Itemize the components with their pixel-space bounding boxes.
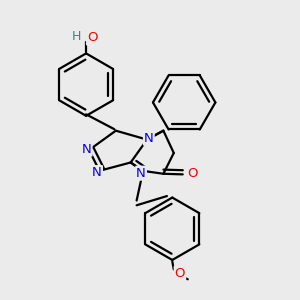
- Text: O: O: [175, 266, 185, 280]
- Text: H: H: [71, 30, 81, 43]
- Text: N: N: [144, 132, 154, 145]
- Text: N: N: [92, 166, 102, 179]
- Text: O: O: [87, 32, 98, 44]
- Text: N: N: [136, 167, 146, 180]
- Text: O: O: [188, 167, 198, 180]
- Text: N: N: [82, 142, 92, 156]
